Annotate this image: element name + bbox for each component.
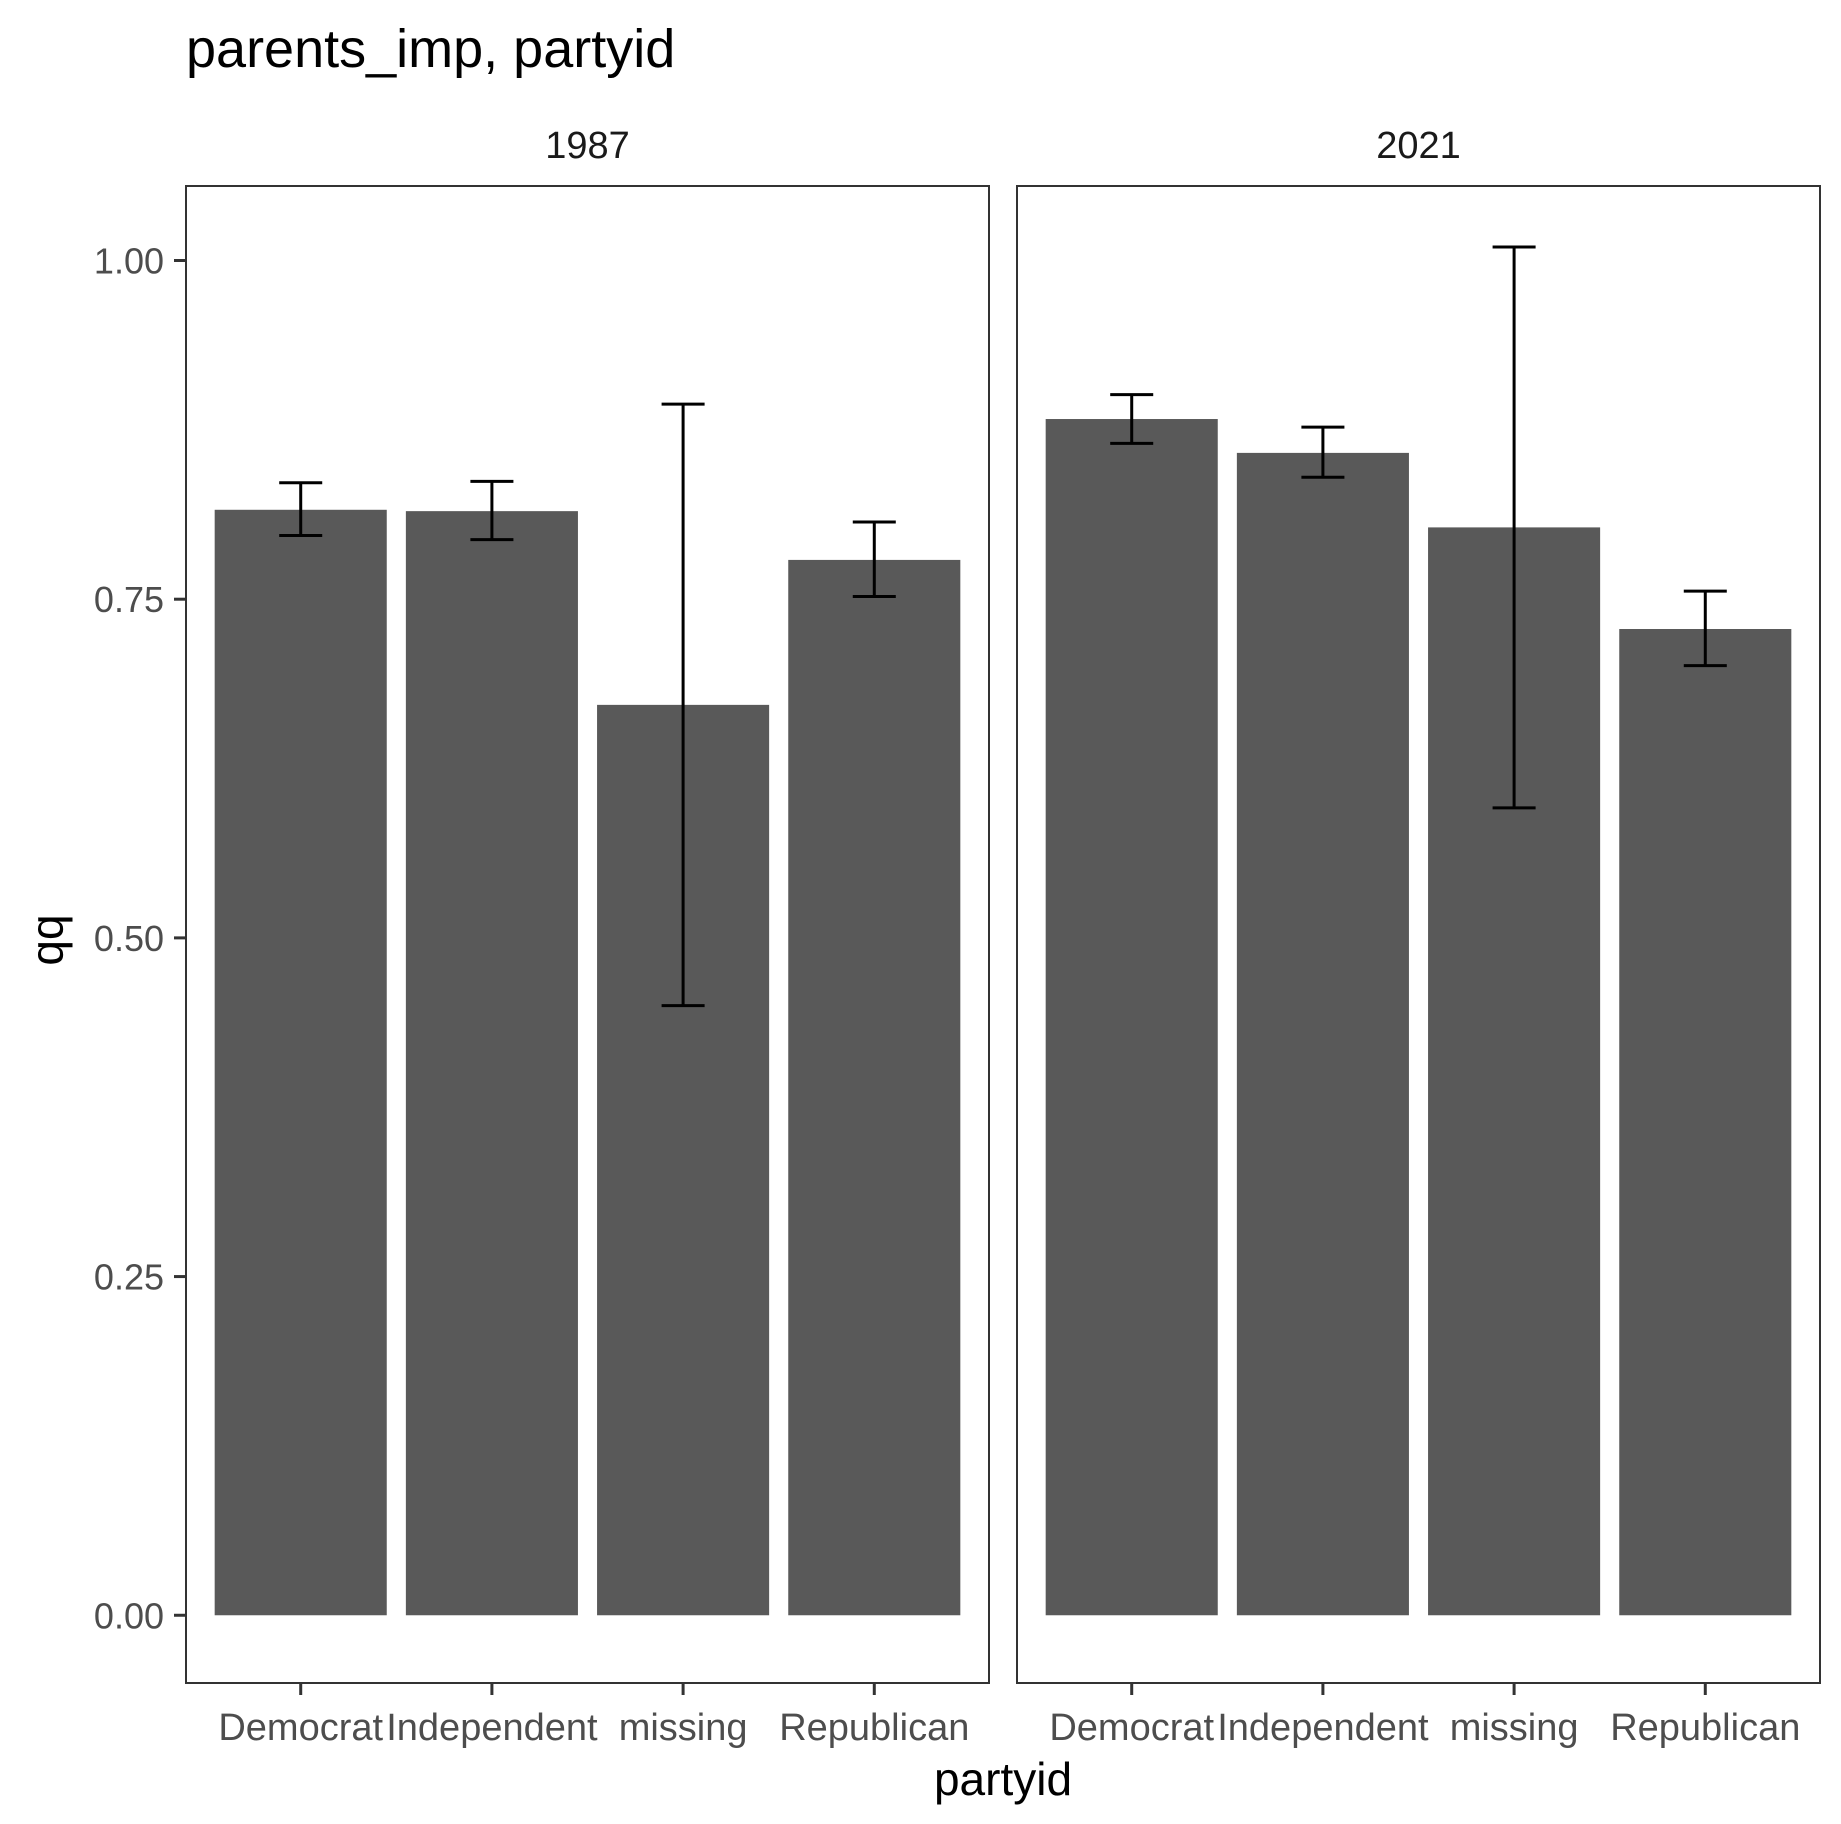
bar: [1045, 419, 1218, 1616]
y-axis-title: qq: [21, 914, 73, 965]
facet-label: 2021: [1376, 125, 1461, 167]
y-tick-label: 0.00: [94, 1595, 164, 1636]
y-tick-label: 1.00: [94, 241, 164, 282]
error-bar: [279, 481, 323, 538]
x-tick-label: Independent: [1217, 1707, 1429, 1749]
panel-border: [185, 185, 990, 1684]
error-bar: [1110, 393, 1154, 445]
facet-label: 1987: [545, 125, 630, 167]
panel-border: [1016, 185, 1821, 1684]
y-tick-label: 0.50: [94, 918, 164, 959]
x-tick-label: missing: [619, 1707, 748, 1749]
error-bar: [1492, 245, 1536, 810]
chart-title: parents_imp, partyid: [186, 19, 675, 79]
x-tick-label: Independent: [386, 1707, 598, 1749]
error-bar: [1301, 425, 1345, 479]
x-tick-label: Democrat: [1049, 1707, 1214, 1749]
y-axis: 0.00 0.25 0.50 0.75 1.00: [94, 241, 186, 1636]
y-tick-label: 0.75: [94, 579, 164, 620]
error-bar: [661, 402, 705, 1008]
y-tick-label: 0.25: [94, 1257, 164, 1298]
error-bar: [852, 520, 896, 598]
bar: [405, 511, 578, 1616]
error-bar: [1683, 589, 1727, 668]
facet-panel-2021: 2021 Democrat Independent missing Republican: [1016, 125, 1821, 1749]
x-axis-title: partyid: [934, 1753, 1072, 1805]
bar: [1236, 452, 1409, 1616]
facet-panel-1987: 1987 Democrat Independent missing Republican: [185, 125, 990, 1749]
x-tick-label: Republican: [779, 1707, 969, 1749]
bar: [1619, 629, 1792, 1616]
error-bar: [470, 479, 514, 542]
x-tick-label: missing: [1450, 1707, 1579, 1749]
x-tick-label: Democrat: [218, 1707, 383, 1749]
bar: [214, 509, 387, 1616]
bar: [788, 559, 961, 1616]
x-tick-label: Republican: [1610, 1707, 1800, 1749]
